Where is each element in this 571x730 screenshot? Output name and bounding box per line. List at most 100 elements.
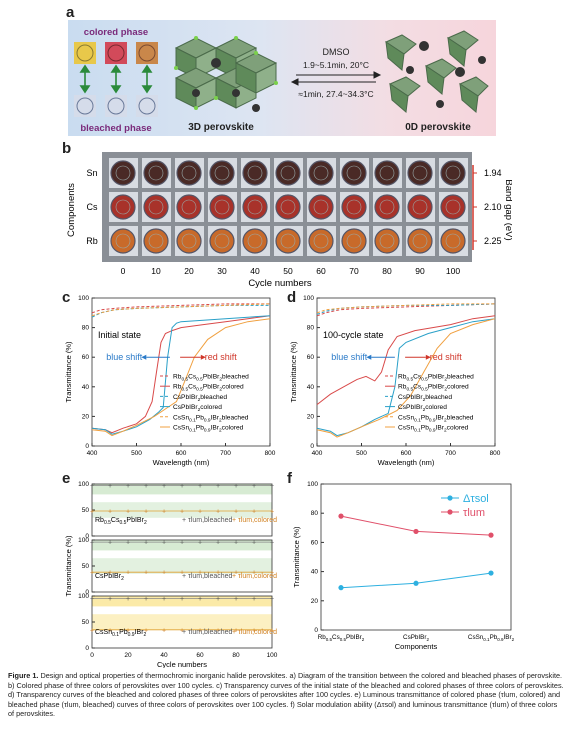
y-tick-label: 40: [82, 384, 90, 391]
sample-disc: [143, 228, 169, 254]
red-shift-arrowhead: [200, 354, 206, 360]
sample-disc-emblem: [346, 233, 362, 249]
spectrum-line: [316, 303, 496, 317]
colored-marker: +: [198, 509, 202, 516]
bleached-marker: +: [180, 596, 184, 603]
figure-caption: Figure 1. Design and optical properties …: [8, 671, 564, 719]
bleached-marker: +: [198, 540, 202, 547]
bleached-marker: +: [180, 540, 184, 547]
colored-band: [92, 558, 272, 574]
red-shift-label: red shift: [430, 352, 463, 362]
sample-disc: [143, 160, 169, 186]
cycle-tick-label: 80: [382, 266, 392, 276]
x-tick-label: 20: [124, 652, 132, 659]
y-tick-label: 50: [82, 507, 90, 514]
y-axis-label: Transmittance (%): [292, 526, 301, 587]
x-tick-label: 500: [131, 450, 142, 457]
component-row-label: Rb: [86, 236, 98, 246]
legend-bleached: + τlum,bleached: [182, 573, 233, 580]
category-tick-label: CsPbIBr2: [403, 634, 429, 642]
bleached-marker: +: [90, 540, 94, 547]
bleached-marker: +: [252, 596, 256, 603]
legend-entry: Rb0.5Cs0.5PbIBr2colored: [173, 384, 244, 393]
sample-disc: [110, 194, 136, 220]
sample-disc: [374, 228, 400, 254]
x-tick-label: 80: [232, 652, 240, 659]
y-axis-label: Transmittance (%): [64, 535, 73, 596]
legend-bleached: + τlum,bleached: [182, 517, 233, 524]
perovskite-0d-label: 0D perovskite: [405, 122, 471, 133]
sample-disc: [110, 228, 136, 254]
plot-frame: [320, 483, 512, 631]
sample-disc-emblem: [412, 165, 428, 181]
colored-marker: +: [252, 509, 256, 516]
colored-marker: +: [144, 627, 148, 634]
sample-disc-emblem: [379, 233, 395, 249]
sample-disc-emblem: [379, 165, 395, 181]
y-tick-label: 0: [314, 627, 318, 634]
band-gap-value: 1.94: [484, 168, 502, 178]
cycle-tick-label: 70: [349, 266, 359, 276]
legend-entry: CsSn0.1Pb0.9IBr2bleached: [173, 414, 249, 423]
bleached-marker: +: [162, 596, 166, 603]
x-tick-label: 500: [356, 450, 367, 457]
sample-disc: [374, 194, 400, 220]
panel-c-label: c: [62, 289, 71, 306]
bleached-marker: +: [270, 540, 274, 547]
x-tick-label: 800: [490, 450, 501, 457]
colored-marker: +: [234, 509, 238, 516]
bleached-marker: +: [216, 596, 220, 603]
legend-marker: [447, 495, 453, 501]
sample-disc-emblem: [280, 233, 296, 249]
colored-marker: +: [162, 509, 166, 516]
perovskite-3d-structure: [174, 36, 278, 112]
colored-marker: +: [180, 509, 184, 516]
sample-disc: [176, 194, 202, 220]
sample-disc-emblem: [412, 233, 428, 249]
colored-band: [92, 614, 272, 630]
bleached-marker: +: [252, 483, 256, 490]
y-tick-label: 0: [85, 589, 89, 596]
sample-disc-emblem: [148, 199, 164, 215]
sample-disc-emblem: [445, 233, 461, 249]
category-tick-label: CsSn0.1Pb0.9IBr2: [468, 634, 515, 642]
y-tick-label: 100: [78, 295, 89, 302]
sample-disc-emblem: [247, 199, 263, 215]
bleached-marker: +: [234, 540, 238, 547]
legend-marker: [447, 509, 453, 515]
sample-disc-emblem: [346, 199, 362, 215]
bleached-marker: +: [126, 596, 130, 603]
sample-disc: [407, 228, 433, 254]
panel-a-diagram: colored phase bleached phase 3D perovski…: [74, 27, 489, 134]
spectrum-line: [91, 315, 271, 435]
y-tick-label: 80: [307, 325, 315, 332]
y-tick-label: 0: [85, 645, 89, 652]
sample-disc: [440, 228, 466, 254]
colored-marker: +: [90, 570, 94, 577]
sample-label: CsPbIBr2: [95, 573, 124, 582]
sample-disc-emblem: [379, 199, 395, 215]
colored-marker: +: [270, 570, 274, 577]
blue-shift-arrowhead: [141, 354, 147, 360]
caption-lead: Figure 1.: [8, 671, 39, 680]
bleached-marker: +: [90, 483, 94, 490]
series-point: [488, 532, 494, 538]
colored-marker: +: [90, 627, 94, 634]
sample-disc: [374, 160, 400, 186]
bleached-marker: +: [108, 483, 112, 490]
colored-marker: +: [180, 627, 184, 634]
legend-entry: CsSn0.1Pb0.9IBr2colored: [173, 425, 244, 434]
cycle-tick-label: 90: [415, 266, 425, 276]
x-tick-label: 400: [87, 450, 98, 457]
sample-disc: [407, 194, 433, 220]
legend-entry: CsPbIBr2bleached: [173, 394, 227, 403]
colored-phase-samples: [74, 42, 158, 64]
spectrum-line: [91, 318, 271, 437]
x-tick-label: 60: [196, 652, 204, 659]
colored-marker: +: [252, 570, 256, 577]
x-tick-label: 600: [176, 450, 187, 457]
y-tick-label: 0: [310, 443, 314, 450]
colored-marker: +: [198, 627, 202, 634]
colored-marker: +: [162, 570, 166, 577]
cycle-tick-label: 0: [121, 266, 126, 276]
